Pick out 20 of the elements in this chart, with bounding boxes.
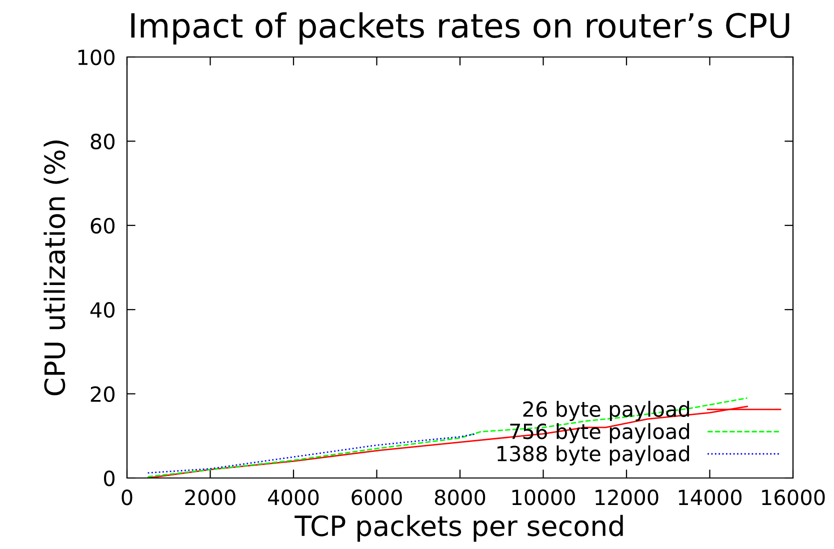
y-axis-title: CPU utilization (%) (44, 140, 68, 396)
y-tick-label: 40 (90, 302, 115, 318)
y-tick-label: 20 (90, 386, 115, 402)
x-tick-label: 2000 (185, 489, 236, 506)
y-tick-label: 100 (78, 49, 115, 66)
legend-label: 1388 byte payload (498, 445, 690, 466)
x-tick-label: 14000 (678, 489, 742, 506)
y-tick-label: 60 (90, 218, 115, 234)
x-tick-label: 6000 (352, 489, 402, 506)
x-axis-title: TCP packets per second (294, 514, 623, 542)
x-tick-label: 0 (122, 489, 132, 506)
x-tick-label: 16000 (762, 489, 825, 506)
line-series (147, 433, 478, 474)
x-tick-label: 12000 (596, 489, 658, 506)
y-tick-label: 80 (90, 134, 115, 150)
chart-title: Impact of packets rates on router’s CPU (131, 12, 790, 44)
x-tick-label: 8000 (434, 489, 486, 506)
x-tick-label: 10000 (512, 489, 576, 506)
y-tick-label: 0 (104, 470, 115, 486)
x-tick-label: 4000 (268, 489, 319, 506)
